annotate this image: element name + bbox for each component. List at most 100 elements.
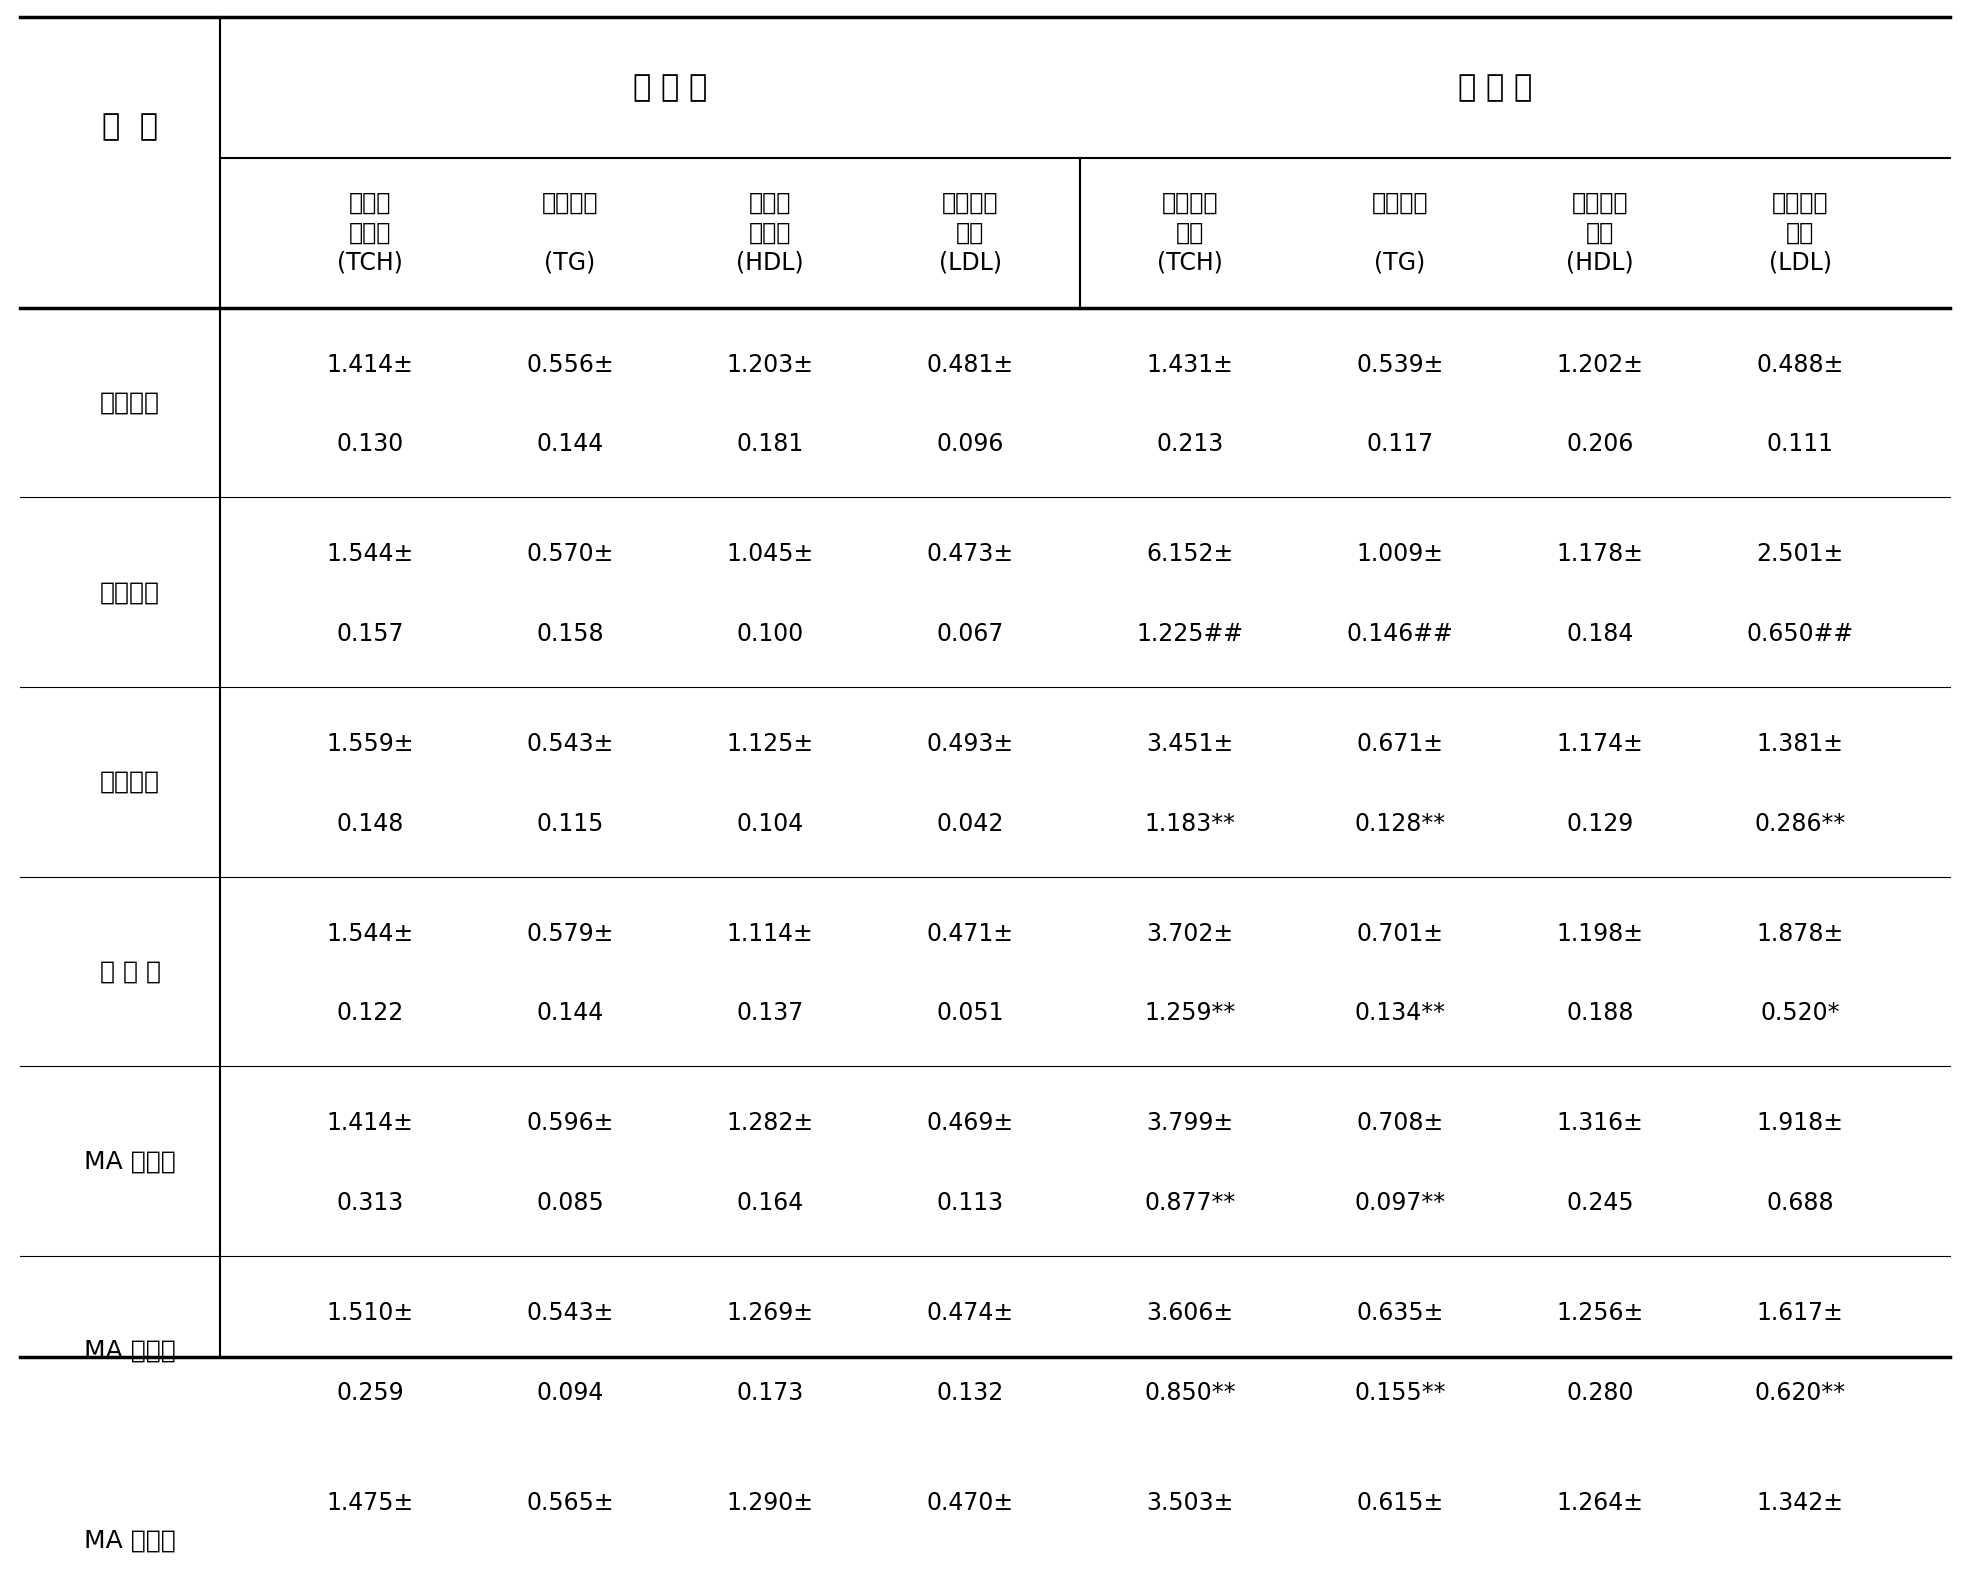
Text: 0.701±: 0.701± — [1357, 921, 1444, 946]
Text: 2.501±: 2.501± — [1757, 543, 1843, 566]
Text: 1.125±: 1.125± — [726, 733, 814, 756]
Text: 0.470±: 0.470± — [926, 1491, 1013, 1514]
Text: 0.096: 0.096 — [936, 433, 1003, 457]
Text: 1.203±: 1.203± — [726, 353, 814, 377]
Text: 0.671±: 0.671± — [1357, 733, 1444, 756]
Text: 1.510±: 1.510± — [327, 1301, 413, 1324]
Text: 1.559±: 1.559± — [327, 733, 413, 756]
Text: 1.259**: 1.259** — [1145, 1001, 1235, 1025]
Text: 0.085: 0.085 — [537, 1191, 604, 1214]
Text: 0.473±: 0.473± — [926, 543, 1013, 566]
Text: 1.414±: 1.414± — [327, 1111, 413, 1136]
Text: 实 验 前: 实 验 前 — [633, 72, 706, 102]
Text: 普伐他汀: 普伐他汀 — [100, 770, 159, 794]
Text: 0.556±: 0.556± — [527, 353, 614, 377]
Text: 0.596±: 0.596± — [527, 1111, 614, 1136]
Text: 血清总胆
固醇
(TCH): 血清总胆 固醇 (TCH) — [1157, 191, 1223, 275]
Text: 0.128**: 0.128** — [1355, 811, 1446, 836]
Text: 6.152±: 6.152± — [1147, 543, 1233, 566]
Text: 1.431±: 1.431± — [1147, 353, 1233, 377]
Text: 0.474±: 0.474± — [926, 1301, 1013, 1324]
Text: 3.702±: 3.702± — [1147, 921, 1233, 946]
Text: 0.130: 0.130 — [336, 433, 403, 457]
Text: 1.269±: 1.269± — [726, 1301, 814, 1324]
Text: 血 脂 康: 血 脂 康 — [100, 960, 161, 984]
Text: 0.520*: 0.520* — [1760, 1001, 1839, 1025]
Text: 0.188: 0.188 — [1566, 1001, 1635, 1025]
Text: 1.256±: 1.256± — [1556, 1301, 1644, 1324]
Text: 0.129: 0.129 — [1566, 811, 1635, 836]
Text: 1.114±: 1.114± — [726, 921, 814, 946]
Text: 1.282±: 1.282± — [726, 1111, 814, 1136]
Text: 血清总
胆固醇
(TCH): 血清总 胆固醇 (TCH) — [336, 191, 403, 275]
Text: 0.113: 0.113 — [936, 1191, 1003, 1214]
Text: 1.264±: 1.264± — [1556, 1491, 1644, 1514]
Text: 甘油三酯

(TG): 甘油三酯 (TG) — [1371, 191, 1428, 275]
Text: 0.877**: 0.877** — [1145, 1191, 1235, 1214]
Text: 0.144: 0.144 — [537, 433, 604, 457]
Text: 0.146##: 0.146## — [1347, 621, 1454, 646]
Text: 0.094: 0.094 — [537, 1381, 604, 1404]
Text: 低密度脂
蛋白
(LDL): 低密度脂 蛋白 (LDL) — [938, 191, 1001, 275]
Text: 实 验 后: 实 验 后 — [1458, 72, 1532, 102]
Text: 0.570±: 0.570± — [527, 543, 614, 566]
Text: 0.650##: 0.650## — [1747, 621, 1853, 646]
Text: 0.115: 0.115 — [537, 811, 604, 836]
Text: 1.544±: 1.544± — [327, 543, 413, 566]
Text: 1.342±: 1.342± — [1757, 1491, 1843, 1514]
Text: 0.157: 0.157 — [336, 621, 403, 646]
Text: 0.158: 0.158 — [537, 621, 604, 646]
Text: 1.183**: 1.183** — [1145, 811, 1235, 836]
Text: 0.469±: 0.469± — [926, 1111, 1013, 1136]
Text: 0.117: 0.117 — [1367, 433, 1434, 457]
Text: 0.181: 0.181 — [736, 433, 805, 457]
Text: 0.543±: 0.543± — [527, 733, 614, 756]
Text: 1.045±: 1.045± — [726, 543, 814, 566]
Text: 1.225##: 1.225## — [1137, 621, 1243, 646]
Text: 1.174±: 1.174± — [1556, 733, 1644, 756]
Text: 0.620**: 0.620** — [1755, 1381, 1845, 1404]
Text: 1.878±: 1.878± — [1757, 921, 1843, 946]
Text: 0.635±: 0.635± — [1357, 1301, 1444, 1324]
Text: 3.799±: 3.799± — [1147, 1111, 1233, 1136]
Text: 1.544±: 1.544± — [327, 921, 413, 946]
Text: 0.144: 0.144 — [537, 1001, 604, 1025]
Text: MA 高剂量: MA 高剂量 — [85, 1528, 175, 1552]
Text: 1.414±: 1.414± — [327, 353, 413, 377]
Text: 1.617±: 1.617± — [1757, 1301, 1843, 1324]
Text: 3.503±: 3.503± — [1147, 1491, 1233, 1514]
Text: 正常对照: 正常对照 — [100, 391, 159, 414]
Text: 0.471±: 0.471± — [926, 921, 1013, 946]
Text: 1.475±: 1.475± — [327, 1491, 413, 1514]
Text: 1.202±: 1.202± — [1556, 353, 1644, 377]
Text: 高密度脂
蛋白
(HDL): 高密度脂 蛋白 (HDL) — [1566, 191, 1635, 275]
Text: 3.606±: 3.606± — [1147, 1301, 1233, 1324]
Text: 0.097**: 0.097** — [1355, 1191, 1446, 1214]
Text: 0.850**: 0.850** — [1145, 1381, 1235, 1404]
Text: 0.615±: 0.615± — [1357, 1491, 1444, 1514]
Text: 0.100: 0.100 — [736, 621, 805, 646]
Text: 0.259: 0.259 — [336, 1381, 403, 1404]
Text: 0.137: 0.137 — [736, 1001, 805, 1025]
Text: 高密度
脂蛋白
(HDL): 高密度 脂蛋白 (HDL) — [736, 191, 805, 275]
Text: MA 低剂量: MA 低剂量 — [85, 1149, 175, 1174]
Text: 甘油三酯

(TG): 甘油三酯 (TG) — [541, 191, 598, 275]
Text: 1.316±: 1.316± — [1556, 1111, 1644, 1136]
Text: 0.493±: 0.493± — [926, 733, 1013, 756]
Text: 组  别: 组 别 — [102, 113, 157, 141]
Text: 1.918±: 1.918± — [1757, 1111, 1843, 1136]
Text: 0.280: 0.280 — [1566, 1381, 1635, 1404]
Text: 0.313: 0.313 — [336, 1191, 403, 1214]
Text: 0.245: 0.245 — [1566, 1191, 1635, 1214]
Text: 0.708±: 0.708± — [1357, 1111, 1444, 1136]
Text: 1.198±: 1.198± — [1556, 921, 1644, 946]
Text: 0.104: 0.104 — [736, 811, 805, 836]
Text: 0.173: 0.173 — [736, 1381, 805, 1404]
Text: 0.067: 0.067 — [936, 621, 1003, 646]
Text: 0.051: 0.051 — [936, 1001, 1003, 1025]
Text: 0.042: 0.042 — [936, 811, 1003, 836]
Text: 1.009±: 1.009± — [1357, 543, 1444, 566]
Text: 0.539±: 0.539± — [1357, 353, 1444, 377]
Text: 0.481±: 0.481± — [926, 353, 1013, 377]
Text: 0.134**: 0.134** — [1355, 1001, 1446, 1025]
